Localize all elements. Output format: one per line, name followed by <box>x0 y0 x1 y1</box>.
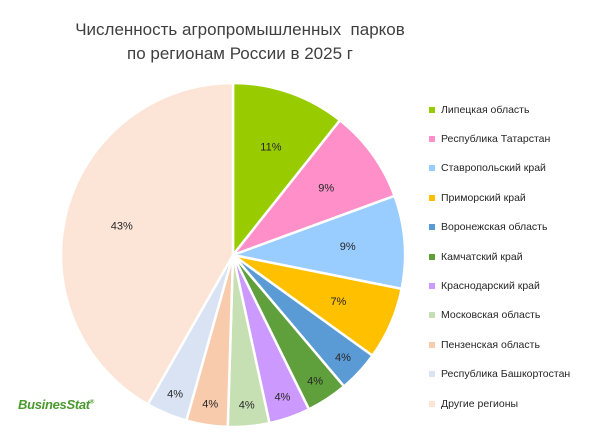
legend-label-10: Другие регионы <box>441 397 519 410</box>
businesstat-logo: BusinesStat® <box>18 397 94 412</box>
slice-data-label-4: 4% <box>335 352 351 364</box>
legend-item-1: Республика Татарстан <box>429 124 594 153</box>
legend-label-5: Камчатский край <box>441 250 523 263</box>
chart-legend: Липецкая область Республика Татарстан Став… <box>429 95 594 418</box>
legend-item-2: Ставропольский край <box>429 154 594 183</box>
legend-swatch-4 <box>429 224 435 231</box>
slice-data-label-6: 4% <box>274 392 290 404</box>
legend-label-7: Московская область <box>441 309 541 322</box>
legend-label-1: Республика Татарстан <box>441 133 551 146</box>
legend-swatch-7 <box>429 312 435 319</box>
legend-swatch-9 <box>429 371 435 378</box>
legend-label-3: Приморский край <box>441 191 526 204</box>
legend-swatch-8 <box>429 341 435 348</box>
legend-swatch-1 <box>429 136 435 143</box>
slice-data-label-10: 43% <box>111 221 133 233</box>
slice-data-label-0: 11% <box>260 141 281 153</box>
legend-swatch-3 <box>429 194 435 201</box>
legend-item-7: Московская область <box>429 301 594 330</box>
legend-item-10: Другие регионы <box>429 389 594 418</box>
legend-swatch-0 <box>429 106 435 113</box>
pie-slice-0 <box>231 81 342 259</box>
legend-label-4: Воронежская область <box>441 221 548 234</box>
legend-label-0: Липецкая область <box>441 103 530 116</box>
legend-item-6: Краснодарский край <box>429 271 594 300</box>
slice-data-label-7: 4% <box>239 399 255 411</box>
slice-data-label-2: 9% <box>340 241 356 253</box>
pie-slice-2 <box>228 194 407 291</box>
legend-item-3: Приморский край <box>429 183 594 212</box>
legend-item-9: Республика Башкортостан <box>429 360 594 389</box>
legend-item-4: Воронежская область <box>429 213 594 242</box>
slice-data-label-9: 4% <box>167 388 183 400</box>
legend-label-2: Ставропольский край <box>441 162 546 175</box>
legend-swatch-6 <box>429 283 435 290</box>
legend-label-6: Краснодарский край <box>441 280 540 293</box>
legend-item-0: Липецкая область <box>429 95 594 124</box>
slice-data-label-8: 4% <box>202 398 218 410</box>
chart-title-line-1: Численность агропромышленных парков <box>75 20 405 39</box>
legend-label-9: Республика Башкортостан <box>441 368 571 381</box>
pie-slice-1 <box>229 118 397 258</box>
legend-swatch-5 <box>429 253 435 260</box>
chart-title: Численность агропромышленных парков по р… <box>60 18 420 66</box>
legend-item-5: Камчатский край <box>429 242 594 271</box>
chart-title-line-2: по регионам России в 2025 г <box>127 44 353 63</box>
slice-data-label-5: 4% <box>307 376 323 388</box>
legend-swatch-10 <box>429 400 435 407</box>
legend-swatch-2 <box>429 165 435 172</box>
pie-slice-10 <box>59 81 235 407</box>
legend-item-8: Пензенская область <box>429 330 594 359</box>
legend-label-8: Пензенская область <box>441 338 540 351</box>
logo-registered-mark: ® <box>89 399 94 406</box>
slice-data-label-3: 7% <box>330 296 346 308</box>
logo-text: BusinesStat <box>18 397 90 412</box>
slice-data-label-1: 9% <box>318 183 334 195</box>
